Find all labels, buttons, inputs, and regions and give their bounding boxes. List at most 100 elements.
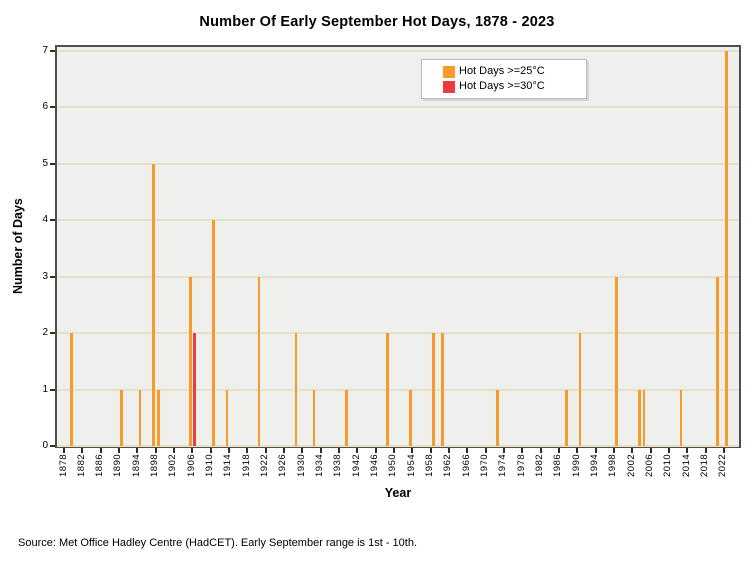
x-tick-2010	[667, 448, 670, 453]
x-tick-label-1914: 1914	[222, 454, 234, 478]
x-tick-label-2018: 2018	[699, 454, 711, 478]
x-tick-2006	[649, 448, 652, 453]
gridline-y1	[57, 388, 739, 391]
x-tick-label-1946: 1946	[369, 454, 381, 478]
bar-1921-hot25	[257, 276, 261, 446]
gridline-y3	[57, 275, 739, 278]
x-tick-label-1934: 1934	[314, 454, 326, 478]
y-tick-label-2: 2	[42, 327, 48, 339]
y-tick-0	[50, 445, 55, 447]
legend-swatch-hot25	[443, 65, 455, 78]
bar-1895-hot25	[138, 389, 142, 446]
x-tick-label-1922: 1922	[259, 454, 271, 478]
x-tick-1962	[447, 448, 450, 453]
source-note: Source: Met Office Hadley Centre (HadCET…	[18, 537, 418, 549]
x-tick-1938	[337, 448, 340, 453]
y-tick-3	[50, 275, 55, 278]
y-tick-7	[50, 50, 55, 53]
x-tick-1958	[429, 448, 432, 453]
x-tick-1906	[191, 448, 194, 453]
x-tick-label-2006: 2006	[644, 454, 656, 478]
x-tick-label-1898: 1898	[149, 454, 161, 478]
bar-1933-hot25	[312, 389, 316, 446]
x-tick-1978	[521, 448, 524, 453]
x-tick-1922	[264, 448, 267, 453]
x-tick-1954	[411, 448, 414, 453]
x-tick-label-2014: 2014	[680, 454, 692, 478]
legend-label-hot25: Hot Days >=25°C	[459, 65, 545, 77]
x-tick-1934	[319, 448, 322, 453]
x-tick-1886	[99, 448, 102, 453]
x-tick-1930	[301, 448, 304, 453]
x-tick-label-1990: 1990	[570, 454, 582, 478]
y-tick-label-6: 6	[42, 101, 48, 113]
x-tick-1990	[576, 448, 579, 453]
bar-1898-hot25	[152, 163, 156, 446]
x-tick-label-2002: 2002	[625, 454, 637, 478]
x-tick-2002	[631, 448, 634, 453]
x-tick-1966	[466, 448, 469, 453]
x-tick-label-1906: 1906	[185, 454, 197, 478]
x-tick-label-1982: 1982	[534, 454, 546, 478]
bar-1991-hot25	[578, 333, 582, 446]
gridline-y0	[57, 445, 739, 447]
x-tick-label-1950: 1950	[387, 454, 399, 478]
bar-1959-hot25	[432, 333, 435, 446]
legend-swatch-hot30	[443, 80, 455, 93]
gridline-y5	[57, 162, 739, 165]
x-tick-label-2010: 2010	[662, 454, 674, 478]
x-tick-1950	[392, 448, 395, 453]
bar-2021-hot25	[716, 276, 719, 446]
x-tick-1910	[209, 448, 212, 453]
y-tick-2	[50, 332, 55, 335]
legend-item-hot30: Hot Days >=30°C	[443, 80, 565, 93]
x-tick-label-2022: 2022	[717, 454, 729, 478]
bar-1911-hot25	[212, 220, 215, 446]
x-tick-1970	[484, 448, 487, 453]
bar-2023-hot25	[725, 51, 728, 446]
plot-area	[55, 45, 741, 448]
bar-1899-hot25	[157, 389, 160, 446]
y-tick-4	[50, 219, 55, 222]
bar-1906-hot25	[189, 276, 192, 446]
x-tick-1994	[594, 448, 597, 453]
x-tick-label-1966: 1966	[460, 454, 472, 478]
x-tick-1982	[539, 448, 542, 453]
y-tick-label-4: 4	[42, 214, 48, 226]
x-tick-label-1974: 1974	[497, 454, 509, 478]
x-tick-label-1886: 1886	[94, 454, 106, 478]
gridline-y7	[57, 50, 739, 53]
x-tick-label-1930: 1930	[295, 454, 307, 478]
x-tick-1902	[172, 448, 175, 453]
x-tick-2022	[722, 448, 725, 453]
legend-box: Hot Days >=25°C Hot Days >=30°C	[421, 59, 587, 99]
gridline-y2	[57, 332, 739, 335]
bar-1906-hot30	[192, 333, 196, 446]
y-tick-1	[50, 388, 55, 391]
x-tick-label-1962: 1962	[442, 454, 454, 478]
chart-title: Number Of Early September Hot Days, 1878…	[199, 14, 555, 30]
x-tick-1942	[356, 448, 359, 453]
bar-2005-hot25	[642, 389, 646, 446]
x-tick-1918	[246, 448, 249, 453]
y-axis-title: Number of Days	[11, 198, 25, 295]
bar-1973-hot25	[496, 389, 499, 446]
y-tick-label-5: 5	[42, 157, 48, 169]
bar-1954-hot25	[409, 389, 412, 446]
bar-1940-hot25	[344, 389, 348, 446]
gridline-y6	[57, 106, 739, 109]
y-tick-label-1: 1	[42, 383, 48, 395]
x-tick-label-1986: 1986	[552, 454, 564, 478]
x-tick-label-1926: 1926	[277, 454, 289, 478]
gridline-y4	[57, 219, 739, 222]
bar-2004-hot25	[638, 389, 641, 446]
bar-1880-hot25	[69, 333, 73, 446]
x-tick-1998	[612, 448, 615, 453]
x-tick-label-1954: 1954	[405, 454, 417, 478]
x-tick-label-1878: 1878	[57, 454, 69, 478]
x-tick-label-1890: 1890	[112, 454, 124, 478]
y-tick-label-0: 0	[42, 440, 48, 451]
x-tick-1894	[136, 448, 139, 453]
x-tick-1882	[81, 448, 84, 453]
